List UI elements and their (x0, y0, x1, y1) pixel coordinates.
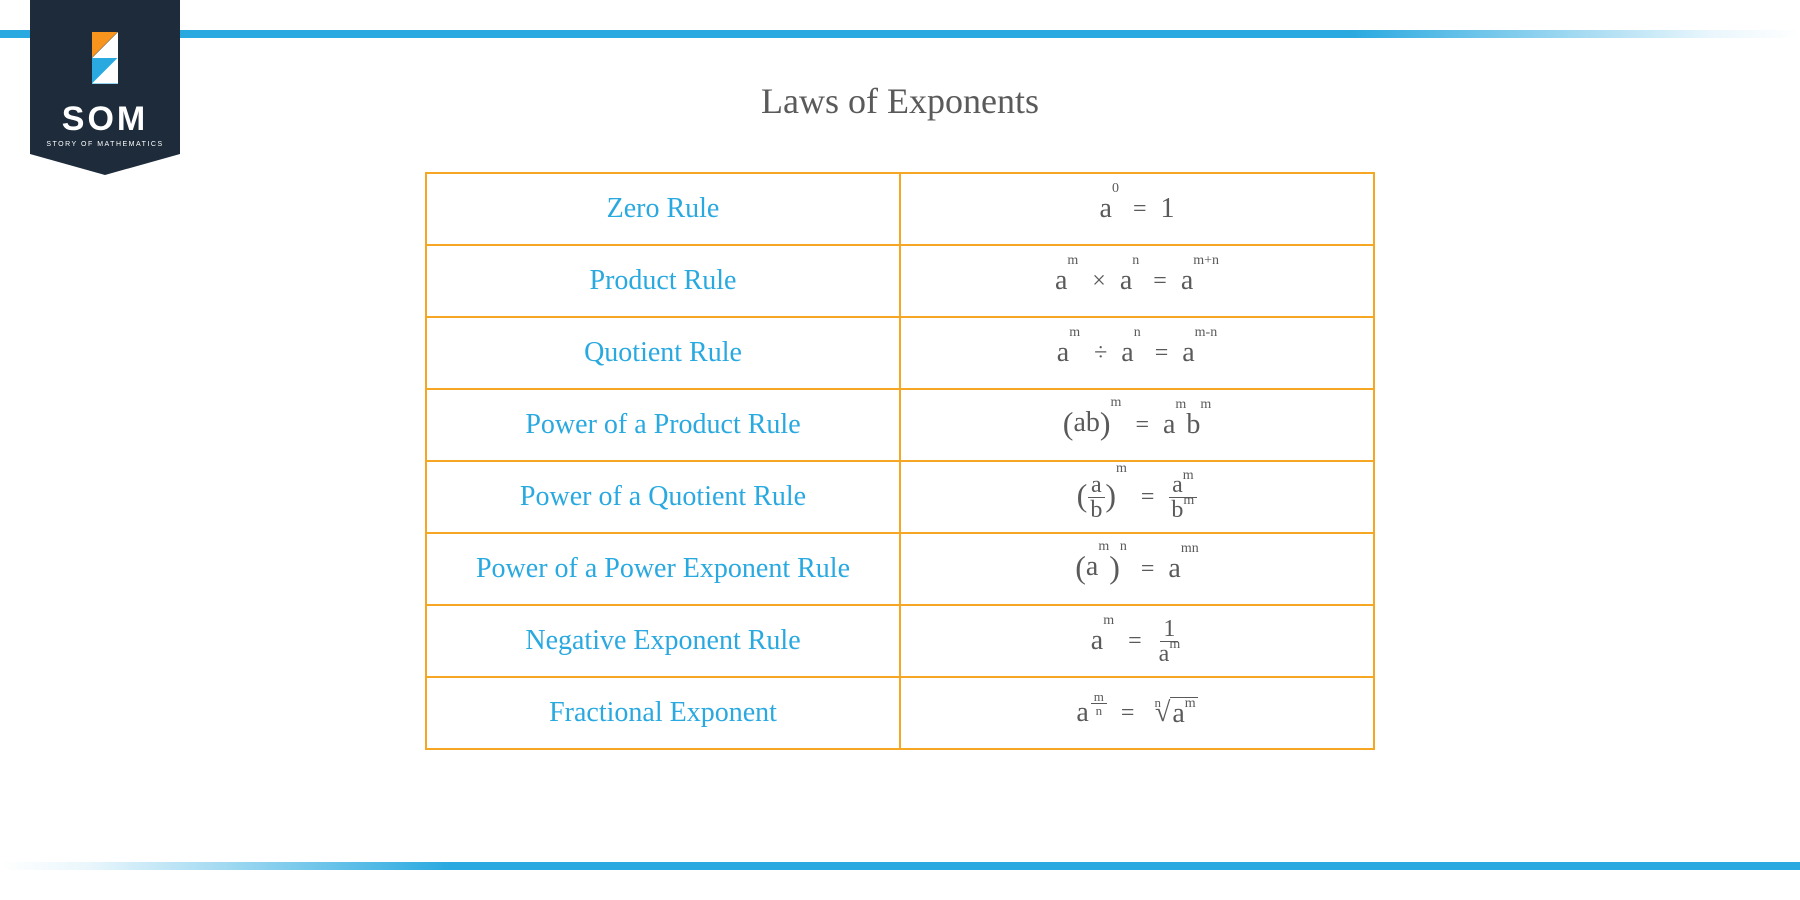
rule-name: Power of a Product Rule (426, 389, 900, 461)
brand-logo-icon (75, 28, 135, 88)
rule-formula: am ÷ an = am-n (900, 317, 1374, 389)
rule-name: Fractional Exponent (426, 677, 900, 749)
table-row: Quotient Rule am ÷ an = am-n (426, 317, 1374, 389)
rule-formula: am × an = am+n (900, 245, 1374, 317)
table-row: Power of a Product Rule (ab)m = ambm (426, 389, 1374, 461)
bottom-accent-bar (0, 862, 1800, 870)
rule-name: Power of a Quotient Rule (426, 461, 900, 533)
page-title: Laws of Exponents (761, 80, 1039, 122)
main-content: Laws of Exponents Zero Rule a0 = 1 Produ… (0, 80, 1800, 750)
rule-name: Negative Exponent Rule (426, 605, 900, 677)
table-row: Negative Exponent Rule am = 1am (426, 605, 1374, 677)
table-row: Zero Rule a0 = 1 (426, 173, 1374, 245)
top-accent-bar (0, 30, 1800, 38)
rule-formula: amn = n√am (900, 677, 1374, 749)
rule-name: Quotient Rule (426, 317, 900, 389)
table-row: Fractional Exponent amn = n√am (426, 677, 1374, 749)
rule-formula: (am)n = amn (900, 533, 1374, 605)
rule-name: Product Rule (426, 245, 900, 317)
rule-name: Zero Rule (426, 173, 900, 245)
rule-formula: (ab)m = ambm (900, 389, 1374, 461)
table-row: Product Rule am × an = am+n (426, 245, 1374, 317)
rule-formula: (ab)m = ambm (900, 461, 1374, 533)
exponent-rules-table: Zero Rule a0 = 1 Product Rule am × an = … (425, 172, 1375, 750)
rule-formula: a0 = 1 (900, 173, 1374, 245)
table-row: Power of a Quotient Rule (ab)m = ambm (426, 461, 1374, 533)
rule-formula: am = 1am (900, 605, 1374, 677)
rule-name: Power of a Power Exponent Rule (426, 533, 900, 605)
table-row: Power of a Power Exponent Rule (am)n = a… (426, 533, 1374, 605)
